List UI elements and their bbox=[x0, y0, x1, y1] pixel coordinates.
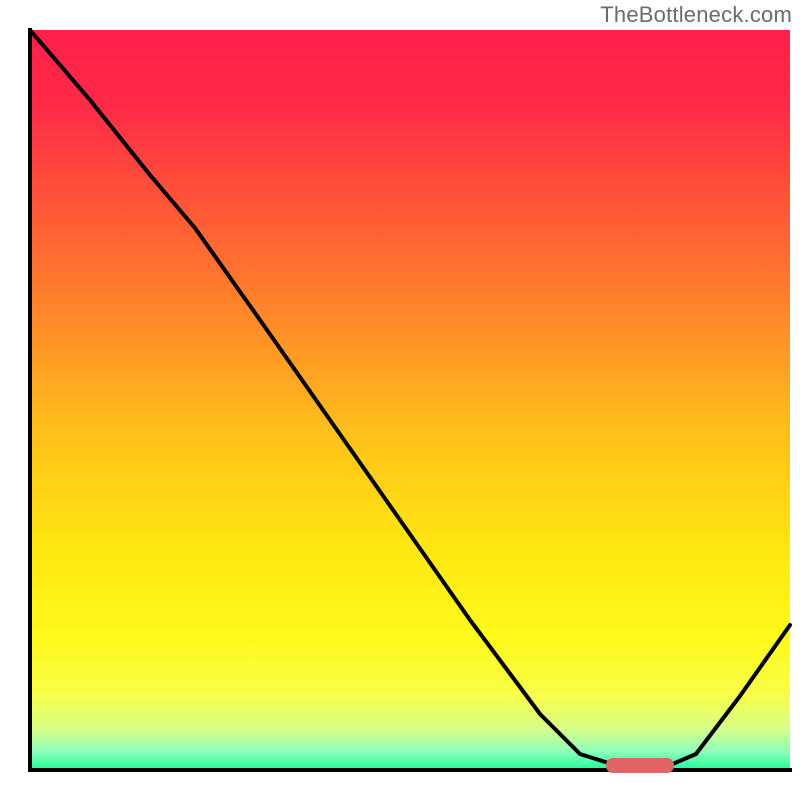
chart-canvas bbox=[0, 0, 800, 805]
gradient-plot-area bbox=[30, 30, 790, 770]
optimum-marker bbox=[606, 758, 674, 773]
